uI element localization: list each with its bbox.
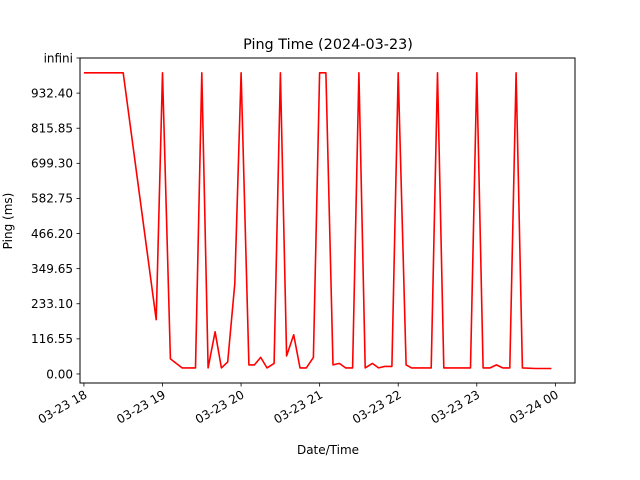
y-tick-label: 349.65 — [31, 262, 73, 276]
plot-area — [83, 72, 552, 370]
y-tick-label: 932.40 — [31, 86, 73, 100]
y-tick-label: 233.10 — [31, 297, 73, 311]
y-tick-label: 116.55 — [31, 332, 73, 346]
y-tick-label: 815.85 — [31, 122, 73, 136]
y-tick-label: 466.20 — [31, 227, 73, 241]
y-tick-label: 582.75 — [31, 192, 73, 206]
y-tick-label: infini — [44, 51, 73, 65]
y-axis-title: Ping (ms) — [1, 193, 15, 250]
series-line-0 — [83, 72, 552, 370]
chart-title: Ping Time (2024-03-23) — [243, 37, 413, 53]
y-tick-label: 699.30 — [31, 157, 73, 171]
x-axis-title: Date/Time — [297, 443, 359, 457]
y-axis: 0.00 116.55 233.10 349.65 466.20 582.75 699.30… — [31, 51, 80, 381]
plot-frame — [79, 57, 576, 384]
y-tick-label: 0.00 — [46, 367, 73, 381]
